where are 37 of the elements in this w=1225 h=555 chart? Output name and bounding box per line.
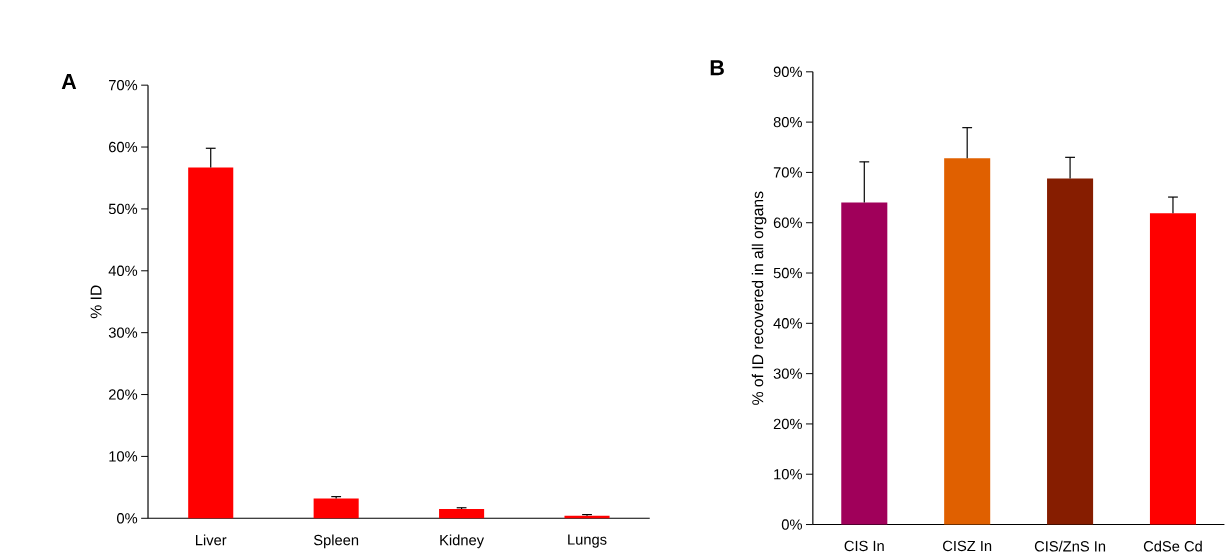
bar [1149, 213, 1196, 525]
y-tick-label: 50% [108, 203, 138, 215]
x-tick-label: CdSe Cd [1143, 540, 1202, 552]
y-axis-title: % of ID recovered in all organs [751, 191, 767, 405]
x-tick-label: Kidney [440, 534, 485, 549]
y-tick-label: 40% [108, 265, 138, 277]
chart-title: A [61, 74, 77, 89]
x-tick-label: CIS In [844, 540, 884, 552]
x-tick-label: CISZ In [943, 540, 992, 552]
y-tick-label: 60% [109, 141, 138, 153]
bar [313, 498, 359, 519]
bar [944, 158, 991, 525]
x-tick-label: CIS/ZnS In [1034, 540, 1106, 552]
y-tick-label: 80% [773, 117, 802, 128]
x-tick-label: Liver [196, 534, 227, 546]
y-tick-label: 10% [109, 451, 138, 462]
y-tick-label: 70% [773, 167, 802, 178]
y-tick-label: 30% [108, 327, 138, 338]
y-tick-label: 20% [109, 389, 138, 400]
x-tick-label: Spleen [313, 534, 359, 549]
y-tick-label: 0% [117, 513, 138, 524]
bar [439, 509, 485, 519]
y-tick-label: 70% [109, 80, 138, 91]
bar [188, 167, 234, 519]
y-tick-label: 50% [773, 267, 802, 279]
chart-title: B [710, 60, 724, 76]
y-axis-title: % ID [90, 285, 102, 319]
y-tick-label: 10% [774, 469, 802, 480]
y-tick-label: 90% [773, 66, 802, 78]
y-tick-label: 30% [773, 368, 802, 379]
y-tick-label: 40% [773, 318, 802, 329]
y-tick-label: 60% [773, 217, 802, 229]
y-tick-label: 0% [781, 519, 802, 530]
bar [1047, 178, 1094, 525]
y-tick-label: 20% [773, 418, 802, 430]
bar [841, 202, 888, 525]
x-tick-label: Lungs [568, 534, 607, 548]
